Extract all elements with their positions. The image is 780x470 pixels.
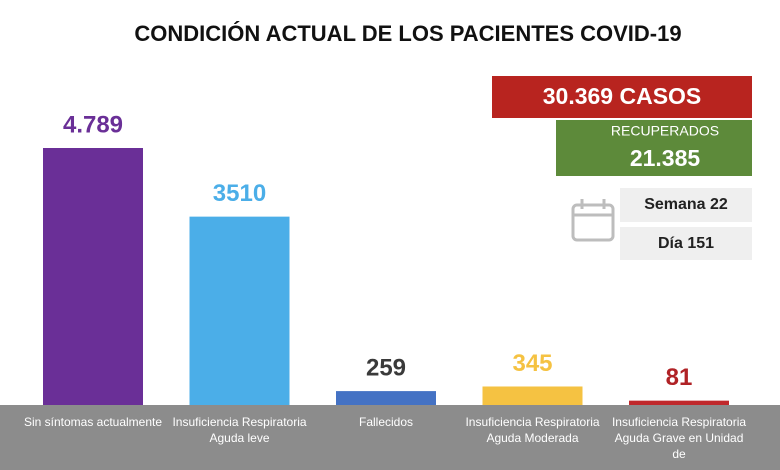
category-label: Insuficiencia Respiratoria Aguda Moderad… [465, 415, 600, 445]
value-label: 3510 [213, 180, 266, 207]
value-label: 4.789 [63, 111, 123, 138]
week-text: Semana 22 [644, 196, 728, 213]
bar [482, 386, 583, 405]
day-text: Día 151 [658, 235, 714, 252]
recovered-box [556, 120, 752, 176]
recovered-value: 21.385 [630, 145, 701, 171]
recovered-label: RECUPERADOS [611, 123, 719, 139]
total-box [492, 76, 752, 118]
category-band [0, 405, 780, 470]
week-box [620, 188, 752, 222]
category-label: Fallecidos [358, 415, 414, 429]
value-label: 345 [512, 350, 552, 377]
bar [189, 216, 290, 405]
category-label: Insuficiencia Respiratoria Aguda leve [172, 415, 307, 445]
value-label: 81 [666, 364, 693, 391]
bar [336, 391, 436, 405]
total-text: 30.369 CASOS [543, 83, 702, 109]
chart-title: CONDICIÓN ACTUAL DE LOS PACIENTES COVID-… [134, 21, 681, 46]
category-label: Insuficiencia Respiratoria Aguda Grave e… [611, 415, 747, 461]
calendar-icon [571, 199, 615, 242]
value-label: 259 [366, 354, 406, 381]
category-label: Sin síntomas actualmente [23, 415, 163, 429]
bar [43, 148, 143, 405]
bar [629, 400, 729, 405]
day-box [620, 227, 752, 260]
